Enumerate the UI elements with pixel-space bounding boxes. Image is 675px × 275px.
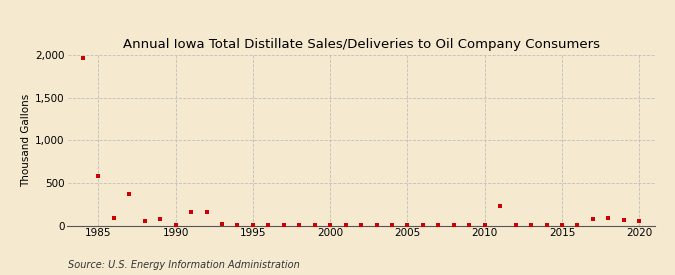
Point — [201, 210, 212, 214]
Point — [294, 223, 304, 227]
Point — [603, 216, 614, 220]
Point — [356, 223, 367, 227]
Point — [448, 223, 459, 227]
Point — [510, 223, 521, 227]
Point — [402, 223, 413, 227]
Point — [557, 222, 568, 227]
Point — [634, 219, 645, 223]
Point — [340, 223, 351, 227]
Point — [186, 210, 196, 214]
Point — [170, 223, 181, 227]
Point — [418, 223, 429, 227]
Point — [371, 223, 382, 227]
Point — [232, 223, 243, 227]
Y-axis label: Thousand Gallons: Thousand Gallons — [21, 94, 31, 187]
Point — [618, 217, 629, 222]
Point — [387, 223, 398, 227]
Point — [109, 216, 119, 220]
Point — [279, 223, 290, 227]
Point — [479, 223, 490, 227]
Point — [587, 216, 598, 221]
Point — [572, 223, 583, 227]
Point — [433, 223, 443, 227]
Point — [93, 174, 104, 179]
Point — [124, 192, 135, 196]
Point — [325, 223, 335, 227]
Point — [155, 216, 165, 221]
Point — [78, 56, 88, 60]
Point — [217, 222, 227, 226]
Point — [464, 223, 475, 227]
Point — [263, 222, 274, 227]
Point — [526, 223, 537, 227]
Text: Source: U.S. Energy Information Administration: Source: U.S. Energy Information Administ… — [68, 260, 299, 270]
Point — [541, 223, 552, 227]
Point — [139, 219, 150, 223]
Title: Annual Iowa Total Distillate Sales/Deliveries to Oil Company Consumers: Annual Iowa Total Distillate Sales/Deliv… — [123, 38, 599, 51]
Point — [309, 223, 320, 227]
Point — [495, 204, 506, 208]
Point — [248, 222, 259, 227]
